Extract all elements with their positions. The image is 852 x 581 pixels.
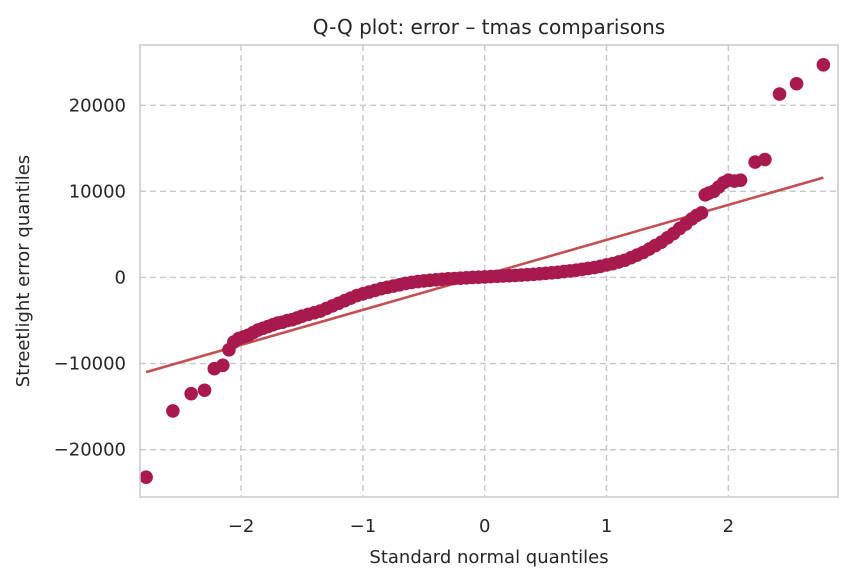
qq-point xyxy=(816,58,831,72)
y-tick-labels: −20000 −10000 0 10000 20000 xyxy=(54,95,126,460)
x-tick-label: 1 xyxy=(601,516,612,537)
qq-point xyxy=(166,404,180,418)
qq-point xyxy=(184,386,198,401)
x-tick-label: −2 xyxy=(228,516,255,537)
qq-point xyxy=(758,152,772,167)
qq-point xyxy=(216,358,230,373)
plot-frame xyxy=(139,44,839,498)
y-axis-label: Streetlight error quantiles xyxy=(13,155,34,387)
chart-title: Q-Q plot: error – tmas comparisons xyxy=(313,15,665,39)
x-tick-labels: −2 −1 0 1 2 xyxy=(228,516,734,537)
x-tick-label: 0 xyxy=(479,516,490,537)
qq-point xyxy=(197,383,212,398)
x-tick-label: −1 xyxy=(350,516,377,537)
y-tick-label: 0 xyxy=(115,267,126,288)
y-tick-label: 10000 xyxy=(69,181,126,202)
y-tick-label: −20000 xyxy=(54,440,126,461)
y-tick-label: 20000 xyxy=(69,95,126,116)
x-axis-label: Standard normal quantiles xyxy=(369,547,608,568)
qq-point xyxy=(772,87,787,101)
qq-point xyxy=(733,173,748,187)
y-tick-label: −10000 xyxy=(54,354,126,375)
qq-point xyxy=(789,76,804,91)
x-tick-label: 2 xyxy=(723,516,734,537)
qq-point xyxy=(694,206,709,220)
points-layer xyxy=(139,58,831,484)
qq-point xyxy=(139,470,153,484)
